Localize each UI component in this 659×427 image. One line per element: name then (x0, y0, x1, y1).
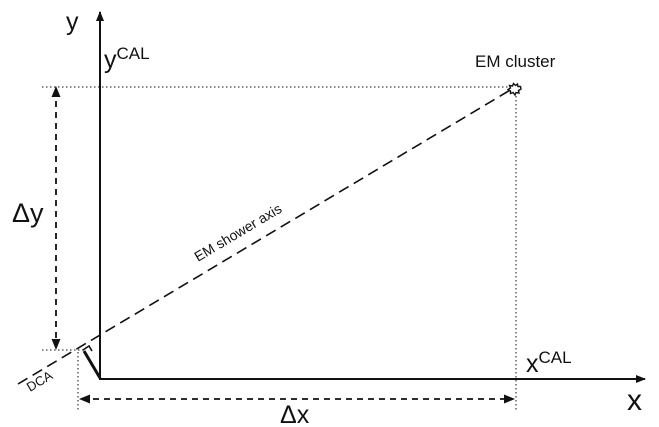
delta-x-arrowhead-left (79, 395, 90, 404)
y-cal-superscript: CAL (117, 44, 150, 63)
delta-x-arrowhead-right (504, 395, 515, 404)
y-axis-label: y (66, 8, 79, 36)
delta-y-label: Δy (12, 198, 44, 228)
dca-label: DCA (24, 367, 56, 394)
right-angle-marker (83, 346, 92, 351)
y-cal-base: y (104, 46, 117, 74)
em-cluster-label: EM cluster (475, 52, 556, 71)
delta-y-arrowhead-top (52, 86, 61, 97)
x-cal-label: xCAL (526, 348, 572, 378)
em-shower-axis-line (18, 89, 512, 384)
x-cal-base: x (526, 350, 539, 378)
delta-y-arrowhead-bottom (52, 339, 61, 350)
dca-segment (84, 351, 100, 378)
x-cal-superscript: CAL (539, 348, 572, 367)
delta-x-label: Δx (280, 401, 310, 427)
y-cal-label: yCAL (104, 44, 150, 74)
em-cluster-marker (508, 84, 521, 96)
x-axis-label: x (627, 384, 642, 417)
